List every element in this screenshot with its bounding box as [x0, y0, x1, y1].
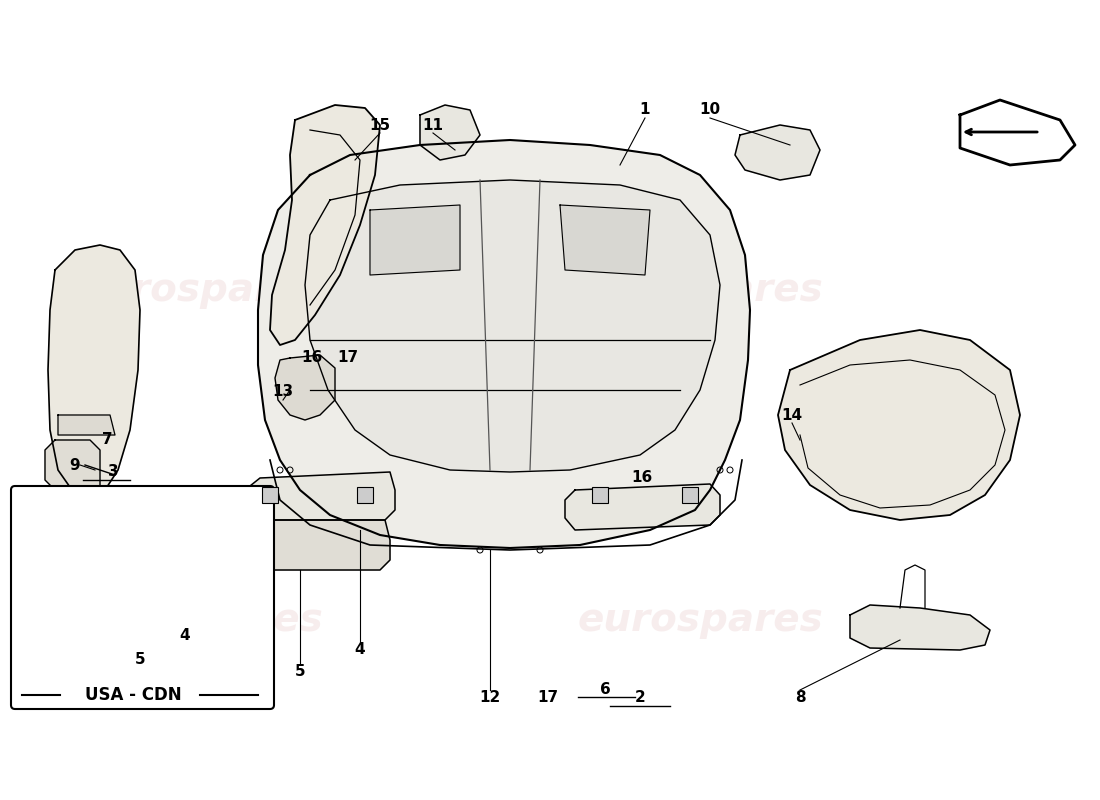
Text: 8: 8: [794, 690, 805, 706]
Polygon shape: [270, 105, 380, 345]
Bar: [358, 487, 373, 503]
Text: eurospares: eurospares: [578, 601, 823, 639]
Polygon shape: [58, 415, 116, 435]
Polygon shape: [48, 245, 140, 495]
Text: 4: 4: [179, 627, 190, 642]
Text: 5: 5: [295, 665, 306, 679]
Text: 1: 1: [640, 102, 650, 118]
Text: 14: 14: [781, 407, 803, 422]
Polygon shape: [560, 205, 650, 275]
Text: USA - CDN: USA - CDN: [85, 686, 182, 704]
FancyBboxPatch shape: [11, 486, 274, 709]
Text: eurospares: eurospares: [77, 601, 323, 639]
Text: 15: 15: [370, 118, 390, 133]
Polygon shape: [420, 105, 480, 160]
Text: 2: 2: [635, 690, 646, 706]
Text: 16: 16: [631, 470, 652, 486]
Text: 5: 5: [134, 653, 145, 667]
Text: eurospares: eurospares: [578, 271, 823, 309]
Text: 9: 9: [69, 458, 80, 473]
Polygon shape: [305, 180, 720, 472]
Bar: [262, 487, 278, 503]
Bar: [682, 487, 698, 503]
Polygon shape: [240, 520, 390, 570]
Polygon shape: [258, 140, 750, 548]
Text: 6: 6: [600, 682, 610, 698]
Polygon shape: [850, 605, 990, 650]
Polygon shape: [75, 598, 95, 625]
Text: 13: 13: [273, 385, 294, 399]
Polygon shape: [243, 472, 395, 520]
Bar: [592, 487, 608, 503]
Polygon shape: [45, 440, 100, 490]
Text: 16: 16: [301, 350, 322, 366]
Polygon shape: [30, 535, 242, 600]
Text: 3: 3: [108, 465, 119, 479]
Text: 17: 17: [538, 690, 559, 706]
Polygon shape: [370, 205, 460, 275]
Text: 7: 7: [101, 433, 112, 447]
Polygon shape: [22, 520, 250, 630]
Text: 11: 11: [422, 118, 443, 133]
Polygon shape: [104, 548, 125, 568]
Polygon shape: [565, 484, 720, 530]
Polygon shape: [275, 355, 336, 420]
Text: 4: 4: [354, 642, 365, 658]
Text: 12: 12: [480, 690, 501, 706]
Text: 10: 10: [700, 102, 720, 118]
Text: 17: 17: [338, 350, 359, 366]
Polygon shape: [960, 100, 1075, 165]
Text: eurospares: eurospares: [77, 271, 323, 309]
Polygon shape: [735, 125, 820, 180]
Polygon shape: [778, 330, 1020, 520]
